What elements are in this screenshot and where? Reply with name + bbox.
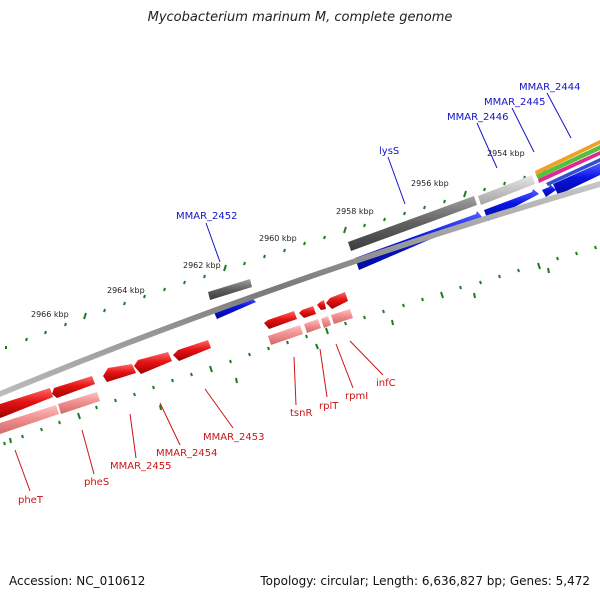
inner-tick-ring (3, 245, 597, 446)
kbp-label: 2966 kbp (31, 310, 69, 319)
gene-label: MMAR_2444 (519, 82, 581, 93)
gene-phet (0, 388, 53, 418)
map-title: Mycobacterium marinum M, complete genome (147, 10, 453, 25)
reverse-genes (0, 292, 348, 418)
gene-label: MMAR_2455 (110, 461, 172, 472)
kbp-label: 2960 kbp (259, 234, 297, 243)
topology-text: Topology: circular; Length: 6,636,827 bp… (260, 574, 590, 588)
forward-labels: MMAR_2444 MMAR_2445 MMAR_2446 lysS MMAR_… (176, 82, 581, 222)
feature-phet (0, 405, 59, 434)
gene-mmar-2444 (553, 163, 600, 195)
strip-green (536, 145, 600, 179)
kbp-label: 2956 kbp (411, 179, 449, 188)
feature-rpmi (321, 316, 331, 328)
forward-leader-lines (205, 92, 572, 263)
gene-label: MMAR_2453 (203, 432, 265, 443)
gene-label: MMAR_2454 (156, 448, 218, 459)
kbp-label: 2954 kbp (487, 149, 525, 158)
genome-backbone (0, 181, 600, 397)
gene-label: lysS (379, 146, 399, 157)
feature-rplt (304, 319, 321, 333)
gene-mmar-2455 (103, 364, 136, 382)
feature-lyss (348, 196, 477, 251)
strip-blue (546, 158, 600, 186)
gene-infc (326, 292, 348, 309)
colored-gene-strips (535, 140, 600, 186)
gene-label: MMAR_2446 (447, 112, 509, 123)
feature-phes (58, 392, 100, 414)
kbp-label: 2962 kbp (183, 261, 221, 270)
gene-label: pheT (18, 495, 44, 506)
kbp-labels: 2954 kbp 2956 kbp 2958 kbp 2960 kbp 2962… (31, 149, 525, 319)
reverse-leader-lines (14, 340, 384, 492)
gene-rplt (299, 306, 316, 318)
feature-tsnr (268, 325, 303, 345)
forward-features (208, 175, 535, 300)
reverse-features (0, 309, 353, 434)
gene-label: rplT (319, 401, 339, 412)
accession-text: Accession: NC_010612 (9, 574, 146, 588)
gene-label: MMAR_2445 (484, 97, 546, 108)
gene-mmar-2445 (542, 184, 556, 197)
strip-orange (535, 140, 600, 175)
feature-mmar-2446 (478, 175, 535, 205)
gene-rpmi (317, 300, 326, 310)
gene-label: pheS (84, 477, 109, 488)
kbp-label: 2964 kbp (107, 286, 145, 295)
gene-label: infC (376, 378, 396, 389)
feature-infc (331, 309, 353, 324)
strip-magenta (538, 151, 600, 183)
gene-label: rpmI (345, 391, 368, 402)
gene-phes (52, 376, 95, 398)
reverse-labels: infC rpmI rplT tsnR MMAR_2453 MMAR_2454 … (18, 378, 396, 506)
kbp-label: 2958 kbp (336, 207, 374, 216)
gene-label: MMAR_2452 (176, 211, 238, 222)
gene-tsnr (264, 311, 297, 329)
gene-mmar-2453 (173, 340, 211, 361)
feature-mmar-2452 (208, 279, 252, 300)
gene-label: tsnR (290, 408, 312, 419)
gene-mmar-2454 (134, 352, 172, 374)
